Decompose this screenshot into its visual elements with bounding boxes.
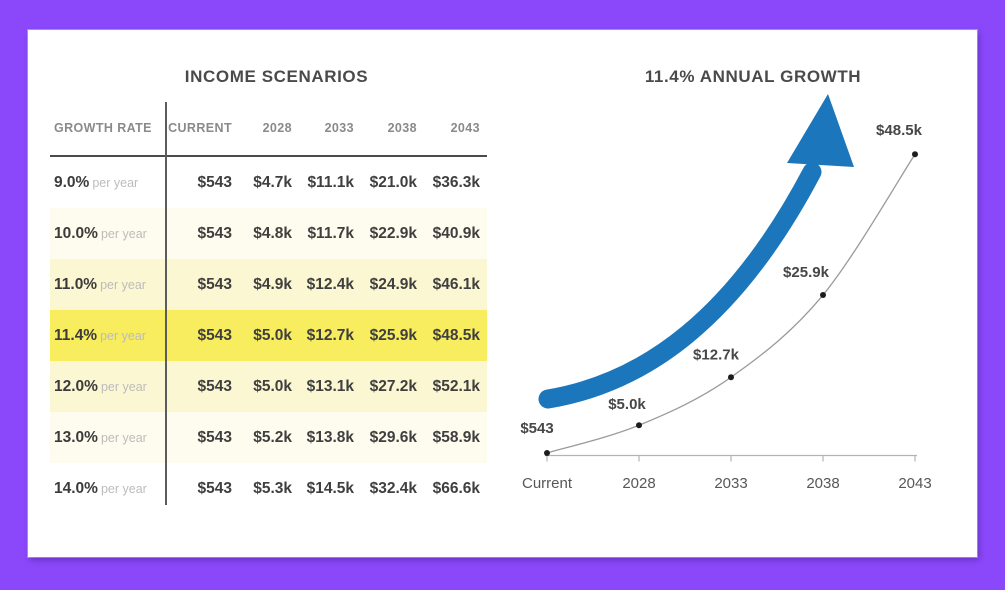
value-cell-2038: $27.2k <box>369 377 417 395</box>
growth-rate-value: 10.0% <box>54 224 98 242</box>
data-point <box>820 292 826 299</box>
growth-chart-title: 11.4% ANNUAL GROWTH <box>644 67 862 86</box>
growth-rate-suffix: per year <box>100 481 147 496</box>
data-point-label: $25.9k <box>783 264 830 281</box>
growth-rate-cell: 13.0% per year <box>50 429 165 447</box>
growth-line <box>546 153 916 454</box>
growth-rate-value: 11.4% <box>54 326 98 344</box>
value-cell-2033: $13.8k <box>306 428 354 446</box>
value-cell-current: $543 <box>197 428 232 446</box>
x-tick-label: Current <box>522 475 573 492</box>
growth-rate-suffix: per year <box>100 226 147 241</box>
value-cell-current: $543 <box>197 275 232 293</box>
infographic-card: INCOME SCENARIOS GROWTH RATE CURRENT 202… <box>28 30 977 557</box>
value-cell-2043: $36.3k <box>432 173 480 191</box>
data-point <box>912 151 918 158</box>
growth-rate-cell: 10.0% per year <box>50 225 165 243</box>
table-row: 14.0% per year $543 $5.3k $14.5k $32.4k $… <box>50 463 487 514</box>
income-table: GROWTH RATE CURRENT 2028 2033 2038 2043 … <box>50 100 487 514</box>
table-header-row: GROWTH RATE CURRENT 2028 2033 2038 2043 <box>50 100 487 157</box>
data-point <box>636 422 642 429</box>
x-tick-label: 2028 <box>622 475 655 492</box>
chart-generated: Current 2028 2033 2038 2043 $543 $5.0k $12.7k $2… <box>520 122 931 492</box>
value-cell-2033: $12.4k <box>306 275 354 293</box>
table-row: 13.0% per year $543 $5.2k $13.8k $29.6k $… <box>50 412 487 463</box>
value-cell-2033: $12.7k <box>306 326 354 344</box>
growth-rate-cell: 14.0% per year <box>50 480 165 498</box>
table-row: 12.0% per year $543 $5.0k $13.1k $27.2k $… <box>50 361 487 412</box>
col-header-growth-rate: GROWTH RATE <box>54 120 152 135</box>
value-cell-current: $543 <box>197 326 232 344</box>
growth-rate-cell: 11.0% per year <box>50 276 165 294</box>
growth-rate-suffix: per year <box>100 379 147 394</box>
value-cell-2038: $29.6k <box>369 428 417 446</box>
value-cell-2033: $14.5k <box>306 479 354 497</box>
value-cell-2028: $5.0k <box>253 326 292 344</box>
table-row: 10.0% per year $543 $4.8k $11.7k $22.9k $… <box>50 208 487 259</box>
value-cell-2033: $11.1k <box>307 173 354 191</box>
income-table-title: INCOME SCENARIOS <box>184 67 369 86</box>
col-header-2033: 2033 <box>324 120 354 135</box>
value-cell-2043: $40.9k <box>432 224 480 242</box>
data-point-label: $543 <box>520 420 553 437</box>
table-row: 9.0% per year $543 $4.7k $11.1k $21.0k $3… <box>50 157 487 208</box>
table-body: 9.0% per year $543 $4.7k $11.1k $21.0k $3… <box>50 157 487 514</box>
col-header-current: CURRENT <box>168 120 232 135</box>
value-cell-2043: $58.9k <box>432 428 480 446</box>
value-cell-2028: $5.2k <box>253 428 292 446</box>
growth-rate-suffix: per year <box>100 328 146 343</box>
x-tick-label: 2038 <box>806 475 839 492</box>
value-cell-current: $543 <box>197 224 232 242</box>
value-cell-2043: $66.6k <box>432 479 480 497</box>
table-vertical-divider <box>165 102 167 505</box>
growth-rate-cell: 12.0% per year <box>50 378 165 396</box>
table-row: 11.4% per year $543 $5.0k $12.7k $25.9k $… <box>50 310 487 361</box>
value-cell-2028: $4.9k <box>253 275 292 293</box>
value-cell-current: $543 <box>197 173 232 191</box>
growth-rate-value: 14.0% <box>54 479 98 497</box>
growth-rate-value: 11.0% <box>54 275 98 293</box>
value-cell-2033: $13.1k <box>306 377 354 395</box>
col-header-2028: 2028 <box>262 120 292 135</box>
growth-rate-cell: 11.4% per year <box>50 327 165 345</box>
value-cell-2038: $21.0k <box>369 173 417 191</box>
growth-arrow-tail <box>538 162 822 409</box>
x-tick-label: 2033 <box>714 475 747 492</box>
growth-arrow-head <box>787 94 854 167</box>
growth-rate-suffix: per year <box>92 175 139 190</box>
data-point <box>544 450 550 456</box>
growth-rate-value: 12.0% <box>54 377 98 395</box>
value-cell-2028: $4.7k <box>253 173 292 191</box>
value-cell-2043: $48.5k <box>432 326 480 344</box>
value-cell-2038: $32.4k <box>369 479 417 497</box>
value-cell-2033: $11.7k <box>307 224 354 242</box>
growth-rate-value: 13.0% <box>54 428 98 446</box>
value-cell-2038: $25.9k <box>369 326 417 344</box>
data-point-label: $5.0k <box>608 396 646 413</box>
growth-rate-suffix: per year <box>100 430 147 445</box>
value-cell-current: $543 <box>197 479 232 497</box>
value-cell-2038: $24.9k <box>369 275 417 293</box>
value-cell-2028: $4.8k <box>253 224 292 242</box>
value-cell-current: $543 <box>197 377 232 395</box>
value-cell-2028: $5.3k <box>253 479 292 497</box>
table-row: 11.0% per year $543 $4.9k $12.4k $24.9k $… <box>50 259 487 310</box>
col-header-2038: 2038 <box>387 120 417 135</box>
value-cell-2038: $22.9k <box>369 224 417 242</box>
value-cell-2043: $46.1k <box>432 275 480 293</box>
value-cell-2028: $5.0k <box>253 377 292 395</box>
growth-rate-value: 9.0% <box>54 173 90 191</box>
value-cell-2043: $52.1k <box>432 377 480 395</box>
col-header-2043: 2043 <box>450 120 480 135</box>
growth-rate-cell: 9.0% per year <box>50 174 165 192</box>
x-tick-label: 2043 <box>898 475 931 492</box>
data-point <box>728 374 734 381</box>
growth-chart-svg: Current 2028 2033 2038 2043 $543 $5.0k $12.7k $2… <box>520 94 932 492</box>
data-point-label: $48.5k <box>876 122 923 139</box>
data-point-label: $12.7k <box>693 346 740 363</box>
growth-rate-suffix: per year <box>100 277 146 292</box>
